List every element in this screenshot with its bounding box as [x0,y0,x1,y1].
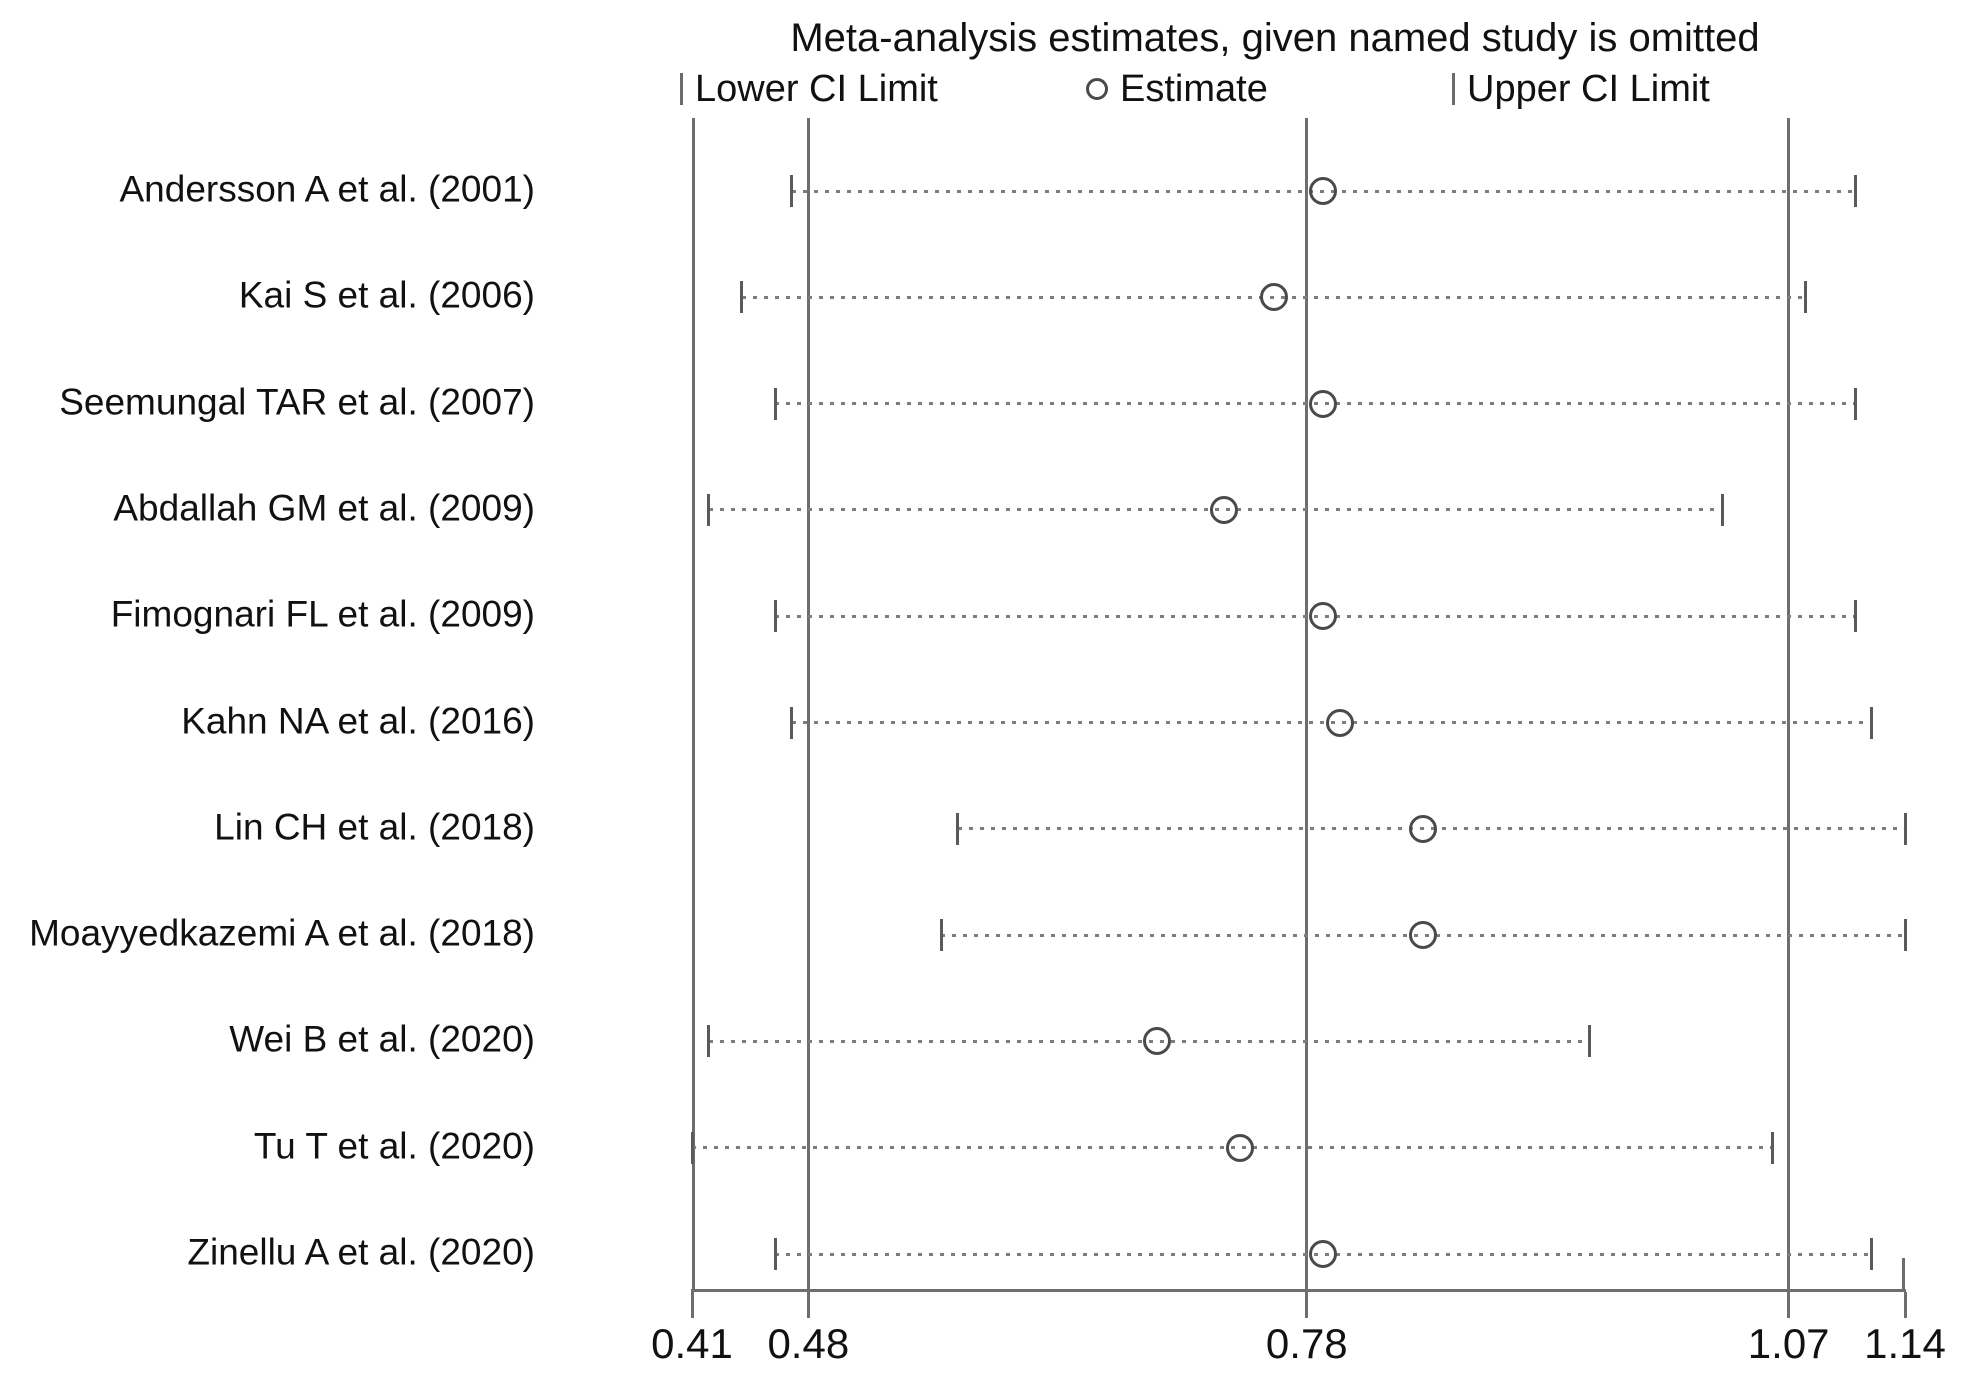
ci-lower-cap [740,281,744,314]
ci-lower-cap [707,1025,711,1058]
study-label: Lin CH et al. (2018) [214,806,535,848]
estimate-marker [1409,921,1438,950]
lower-ci-tick-icon [680,73,683,105]
ci-lower-cap [939,919,943,952]
estimate-circle-icon [1086,78,1108,100]
estimate-marker [1259,283,1288,312]
reference-line [806,118,810,1292]
ci-upper-cap [1587,1025,1591,1058]
study-label: Seemungal TAR et al. (2007) [59,380,535,422]
plot-left-frame [692,118,695,1292]
ci-upper-cap [1770,1131,1774,1164]
study-label: Abdallah GM et al. (2009) [113,487,535,529]
study-label: Wei B et al. (2020) [229,1018,535,1060]
study-label: Kahn NA et al. (2016) [181,699,535,741]
estimate-marker [1143,1027,1172,1056]
x-axis-line [691,1289,1906,1292]
estimate-marker [1409,814,1438,843]
estimate-marker [1326,708,1355,737]
study-label: Tu T et al. (2020) [253,1125,535,1167]
study-label: Zinellu A et al. (2020) [187,1231,535,1273]
ci-lower-cap [773,387,777,420]
estimate-marker [1226,1133,1255,1162]
ci-lower-cap [773,1238,777,1270]
axis-tick [806,1292,810,1318]
ci-upper-cap [1903,812,1907,845]
ci-upper-cap [1870,706,1874,739]
axis-tick-label: 0.78 [1265,1320,1348,1367]
legend-item-upper-ci: Upper CI Limit [1452,66,1710,112]
plot-area: 0.41 0.48 0.78 1.07 1.14 [651,118,1946,1367]
upper-ci-tick-icon [1452,73,1455,105]
axis-tick-label: 1.14 [1864,1320,1946,1367]
axis-tick [690,1292,694,1318]
estimate-marker [1309,1240,1338,1268]
ci-upper-cap [1903,919,1907,952]
study-label: Moayyedkazemi A et al. (2018) [29,912,535,954]
study-label: Fimognari FL et al. (2009) [110,593,535,635]
legend-estimate-label: Estimate [1120,67,1268,110]
ci-upper-cap [1853,387,1857,420]
ci-upper-cap [1853,600,1857,633]
legend-item-estimate: Estimate [1086,66,1268,112]
ci-upper-cap [1853,175,1857,207]
estimate-marker [1309,389,1338,418]
ci-lower-cap [690,1131,694,1164]
axis-tick-label: 0.41 [651,1320,733,1367]
chart-title: Meta-analysis estimates, given named stu… [790,16,1760,60]
reference-line [1787,118,1791,1292]
study-label: Andersson A et al. (2001) [119,168,536,210]
legend-item-lower-ci: Lower CI Limit [680,66,938,112]
axis-tick-label: 0.48 [767,1320,850,1367]
legend-lower-ci-label: Lower CI Limit [695,67,938,110]
estimate-marker [1309,177,1338,205]
estimate-marker [1309,602,1338,631]
ci-upper-cap [1870,1238,1874,1270]
axis-tick [1787,1292,1791,1318]
study-label: Kai S et al. (2006) [238,274,535,316]
axis-tick-label: 1.07 [1747,1320,1830,1367]
ci-lower-cap [790,706,794,739]
ci-lower-cap [707,493,711,526]
reference-line [1305,118,1309,1292]
legend-upper-ci-label: Upper CI Limit [1467,67,1710,110]
ci-lower-cap [956,812,960,845]
estimate-marker [1209,495,1238,524]
ci-upper-cap [1803,281,1807,314]
ci-upper-cap [1720,493,1724,526]
x-axis-right-stub [1902,1258,1905,1292]
axis-tick [1903,1292,1907,1318]
ci-lower-cap [773,600,777,633]
ci-lower-cap [790,175,794,207]
axis-tick [1305,1292,1309,1318]
